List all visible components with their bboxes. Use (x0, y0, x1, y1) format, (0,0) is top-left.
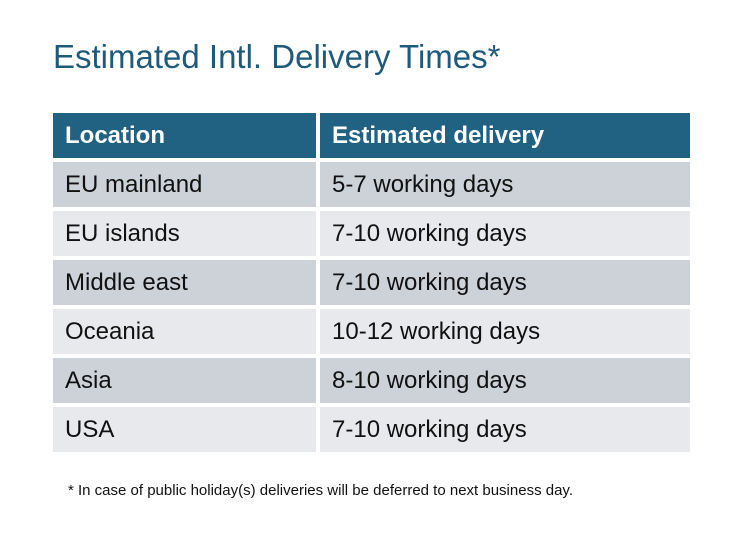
delivery-cell: 7-10 working days (320, 407, 690, 452)
location-cell: EU islands (53, 211, 316, 256)
delivery-cell: 10-12 working days (320, 309, 690, 354)
delivery-table: Location Estimated delivery EU mainland 5… (49, 109, 694, 456)
header-estimated-delivery: Estimated delivery (320, 113, 690, 158)
table-row: Middle east 7-10 working days (53, 260, 690, 305)
table-row: Asia 8-10 working days (53, 358, 690, 403)
header-location: Location (53, 113, 316, 158)
table-row: EU mainland 5-7 working days (53, 162, 690, 207)
page-title: Estimated Intl. Delivery Times* (53, 38, 501, 75)
delivery-cell: 5-7 working days (320, 162, 690, 207)
delivery-cell: 8-10 working days (320, 358, 690, 403)
table-row: EU islands 7-10 working days (53, 211, 690, 256)
table-row: Oceania 10-12 working days (53, 309, 690, 354)
table-row: USA 7-10 working days (53, 407, 690, 452)
location-cell: USA (53, 407, 316, 452)
location-cell: Asia (53, 358, 316, 403)
table-header-row: Location Estimated delivery (53, 113, 690, 158)
location-cell: EU mainland (53, 162, 316, 207)
delivery-cell: 7-10 working days (320, 260, 690, 305)
footnote: * In case of public holiday(s) deliverie… (68, 482, 573, 499)
location-cell: Middle east (53, 260, 316, 305)
delivery-cell: 7-10 working days (320, 211, 690, 256)
location-cell: Oceania (53, 309, 316, 354)
